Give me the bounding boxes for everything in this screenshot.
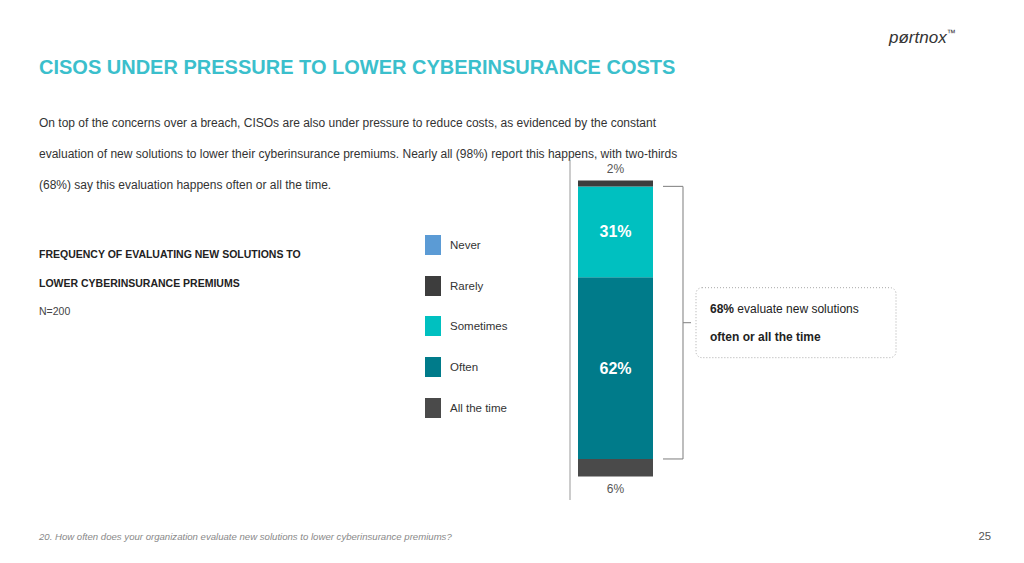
html-text:All the time: All the time bbox=[450, 401, 507, 414]
html-text:pørtnox™: pørtnox™ bbox=[889, 28, 956, 47]
svg-text:2%: 2% bbox=[607, 162, 625, 176]
html-text:LOWER CYBERINSURANCE PREMIUMS: LOWER CYBERINSURANCE PREMIUMS bbox=[39, 277, 240, 289]
html-text:CISOS UNDER PRESSURE TO LOWER: CISOS UNDER PRESSURE TO LOWER CYBERINSUR… bbox=[39, 56, 676, 78]
svg-text:often or all the time: often or all the time bbox=[710, 330, 821, 344]
html-text:evaluation of new solutions to: evaluation of new solutions to lower the… bbox=[39, 147, 678, 161]
svg-text:6%: 6% bbox=[607, 482, 625, 496]
html-text:Rarely: Rarely bbox=[450, 279, 484, 292]
svg-text:68% evaluate new solutions: 68% evaluate new solutions bbox=[710, 302, 859, 316]
html-text:(68%) say this evaluation happ: (68%) say this evaluation happens often … bbox=[39, 178, 332, 192]
svg-text:62%: 62% bbox=[599, 360, 631, 377]
html-text:Often: Often bbox=[450, 361, 479, 374]
svg-text:31%: 31% bbox=[599, 223, 631, 240]
html-text:Never: Never bbox=[450, 239, 481, 252]
html-text:On top of the concerns over a: On top of the concerns over a breach, CI… bbox=[39, 116, 656, 130]
html-text:FREQUENCY OF EVALUATING NEW SO: FREQUENCY OF EVALUATING NEW SOLUTIONS TO bbox=[39, 248, 301, 260]
html-text:25: 25 bbox=[978, 530, 991, 542]
html-text:Sometimes: Sometimes bbox=[450, 320, 508, 333]
html-text:N=200: N=200 bbox=[39, 305, 71, 317]
html-text:20. How often does your organi: 20. How often does your organization eva… bbox=[39, 531, 452, 542]
